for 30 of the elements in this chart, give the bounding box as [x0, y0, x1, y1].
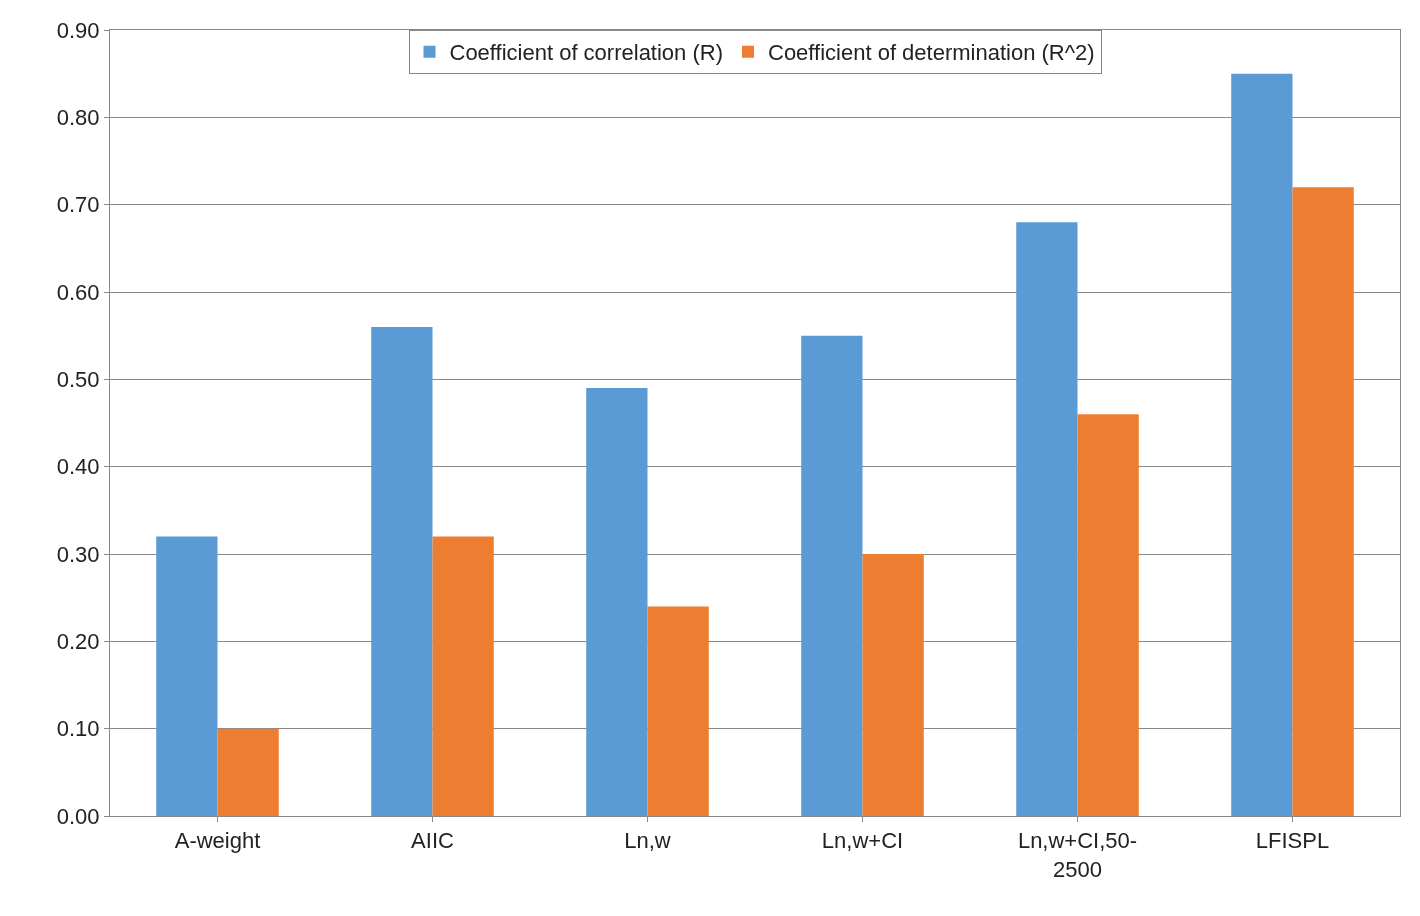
bar [586, 388, 648, 816]
y-tick-label: 0.60 [56, 279, 100, 305]
legend-label: Coefficient of correlation (R) [449, 40, 723, 66]
bar [801, 335, 863, 816]
bar [647, 606, 709, 816]
bar [217, 728, 279, 816]
legend-label: Coefficient of determination (R^2) [768, 40, 1095, 66]
y-tick-label: 0.80 [56, 105, 100, 131]
y-tick-label: 0.90 [56, 17, 100, 43]
y-tick-label: 0.30 [56, 541, 100, 567]
x-tick-label: Ln,w+CI [821, 828, 904, 854]
bar [1077, 414, 1139, 816]
y-tick-label: 0.00 [56, 803, 100, 829]
y-tick-label: 0.40 [56, 454, 100, 480]
bar [862, 554, 924, 816]
x-tick-label: LFISPL [1255, 828, 1330, 854]
bar [1292, 187, 1354, 816]
y-tick-label: 0.70 [56, 192, 100, 218]
x-tick-label: AIIC [411, 828, 454, 854]
y-tick-label: 0.10 [56, 716, 100, 742]
bar [432, 536, 494, 816]
x-tick-label: Ln,w+CI,50-2500 [1017, 828, 1138, 882]
bar [156, 536, 218, 816]
bar [371, 326, 433, 816]
y-tick-label: 0.50 [56, 367, 100, 393]
bar [1016, 222, 1078, 816]
x-tick-label: A-weight [174, 828, 261, 854]
bar [1231, 73, 1293, 816]
y-tick-label: 0.20 [56, 629, 100, 655]
x-tick-label: Ln,w [624, 828, 671, 854]
